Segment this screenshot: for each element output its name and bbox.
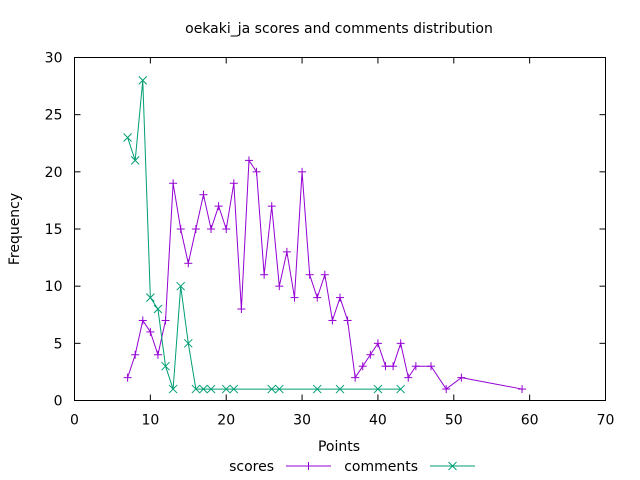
y-axis-label: Frequency xyxy=(7,193,23,265)
y-tick-label: 25 xyxy=(45,108,63,124)
y-tick-label: 10 xyxy=(45,279,63,295)
data-point-comments xyxy=(312,384,322,394)
data-point-comments xyxy=(130,156,140,165)
data-point-comments xyxy=(206,384,216,394)
y-tick-label: 15 xyxy=(45,222,63,238)
data-point-comments xyxy=(335,384,345,394)
legend-label-scores: scores xyxy=(229,459,274,475)
x-tick-label: 40 xyxy=(369,413,387,429)
series-scores xyxy=(123,156,527,394)
data-point-comments xyxy=(146,293,155,302)
x-tick-label: 60 xyxy=(521,413,539,429)
data-point-comments xyxy=(183,338,193,348)
y-tick-label: 5 xyxy=(54,336,63,352)
x-tick-label: 0 xyxy=(70,413,79,429)
data-point-comments xyxy=(161,361,170,371)
data-point-comments xyxy=(123,133,132,142)
data-point-comments xyxy=(168,384,178,394)
data-point-comments xyxy=(274,384,284,394)
data-point-comments xyxy=(229,384,239,394)
data-point-comments xyxy=(191,384,201,394)
x-tick-label: 50 xyxy=(445,413,463,429)
series-comments xyxy=(123,76,406,394)
data-point-comments xyxy=(221,384,231,394)
x-axis-label: Points xyxy=(318,439,360,455)
x-tick-label: 10 xyxy=(141,413,159,429)
series-layer xyxy=(123,76,527,394)
data-point-comments xyxy=(396,384,406,394)
legend-marker-comments xyxy=(448,461,457,471)
x-tick-label: 30 xyxy=(293,413,311,429)
legend-sample-comments xyxy=(430,461,475,471)
data-point-comments xyxy=(267,384,277,394)
data-point-comments xyxy=(138,76,148,85)
y-axis: 0 5 10 15 20 25 30 xyxy=(45,51,606,410)
y-tick-label: 20 xyxy=(45,165,63,181)
data-point-comments xyxy=(176,281,186,291)
data-point-comments xyxy=(373,384,383,394)
legend-sample-scores xyxy=(286,462,331,470)
legend: scores comments xyxy=(229,459,475,475)
legend-label-comments: comments xyxy=(344,459,418,475)
series-line-comments xyxy=(127,80,401,390)
chart-title: oekaki_ja scores and comments distributi… xyxy=(185,21,493,37)
plot-frame xyxy=(74,57,606,401)
x-axis: 0 10 20 30 40 50 60 70 xyxy=(70,57,615,429)
data-point-comments xyxy=(199,384,208,394)
y-tick-label: 30 xyxy=(45,51,63,67)
y-tick-label: 0 xyxy=(54,394,63,410)
x-tick-label: 70 xyxy=(597,413,615,429)
data-point-comments xyxy=(153,304,163,314)
x-tick-label: 20 xyxy=(217,413,235,429)
